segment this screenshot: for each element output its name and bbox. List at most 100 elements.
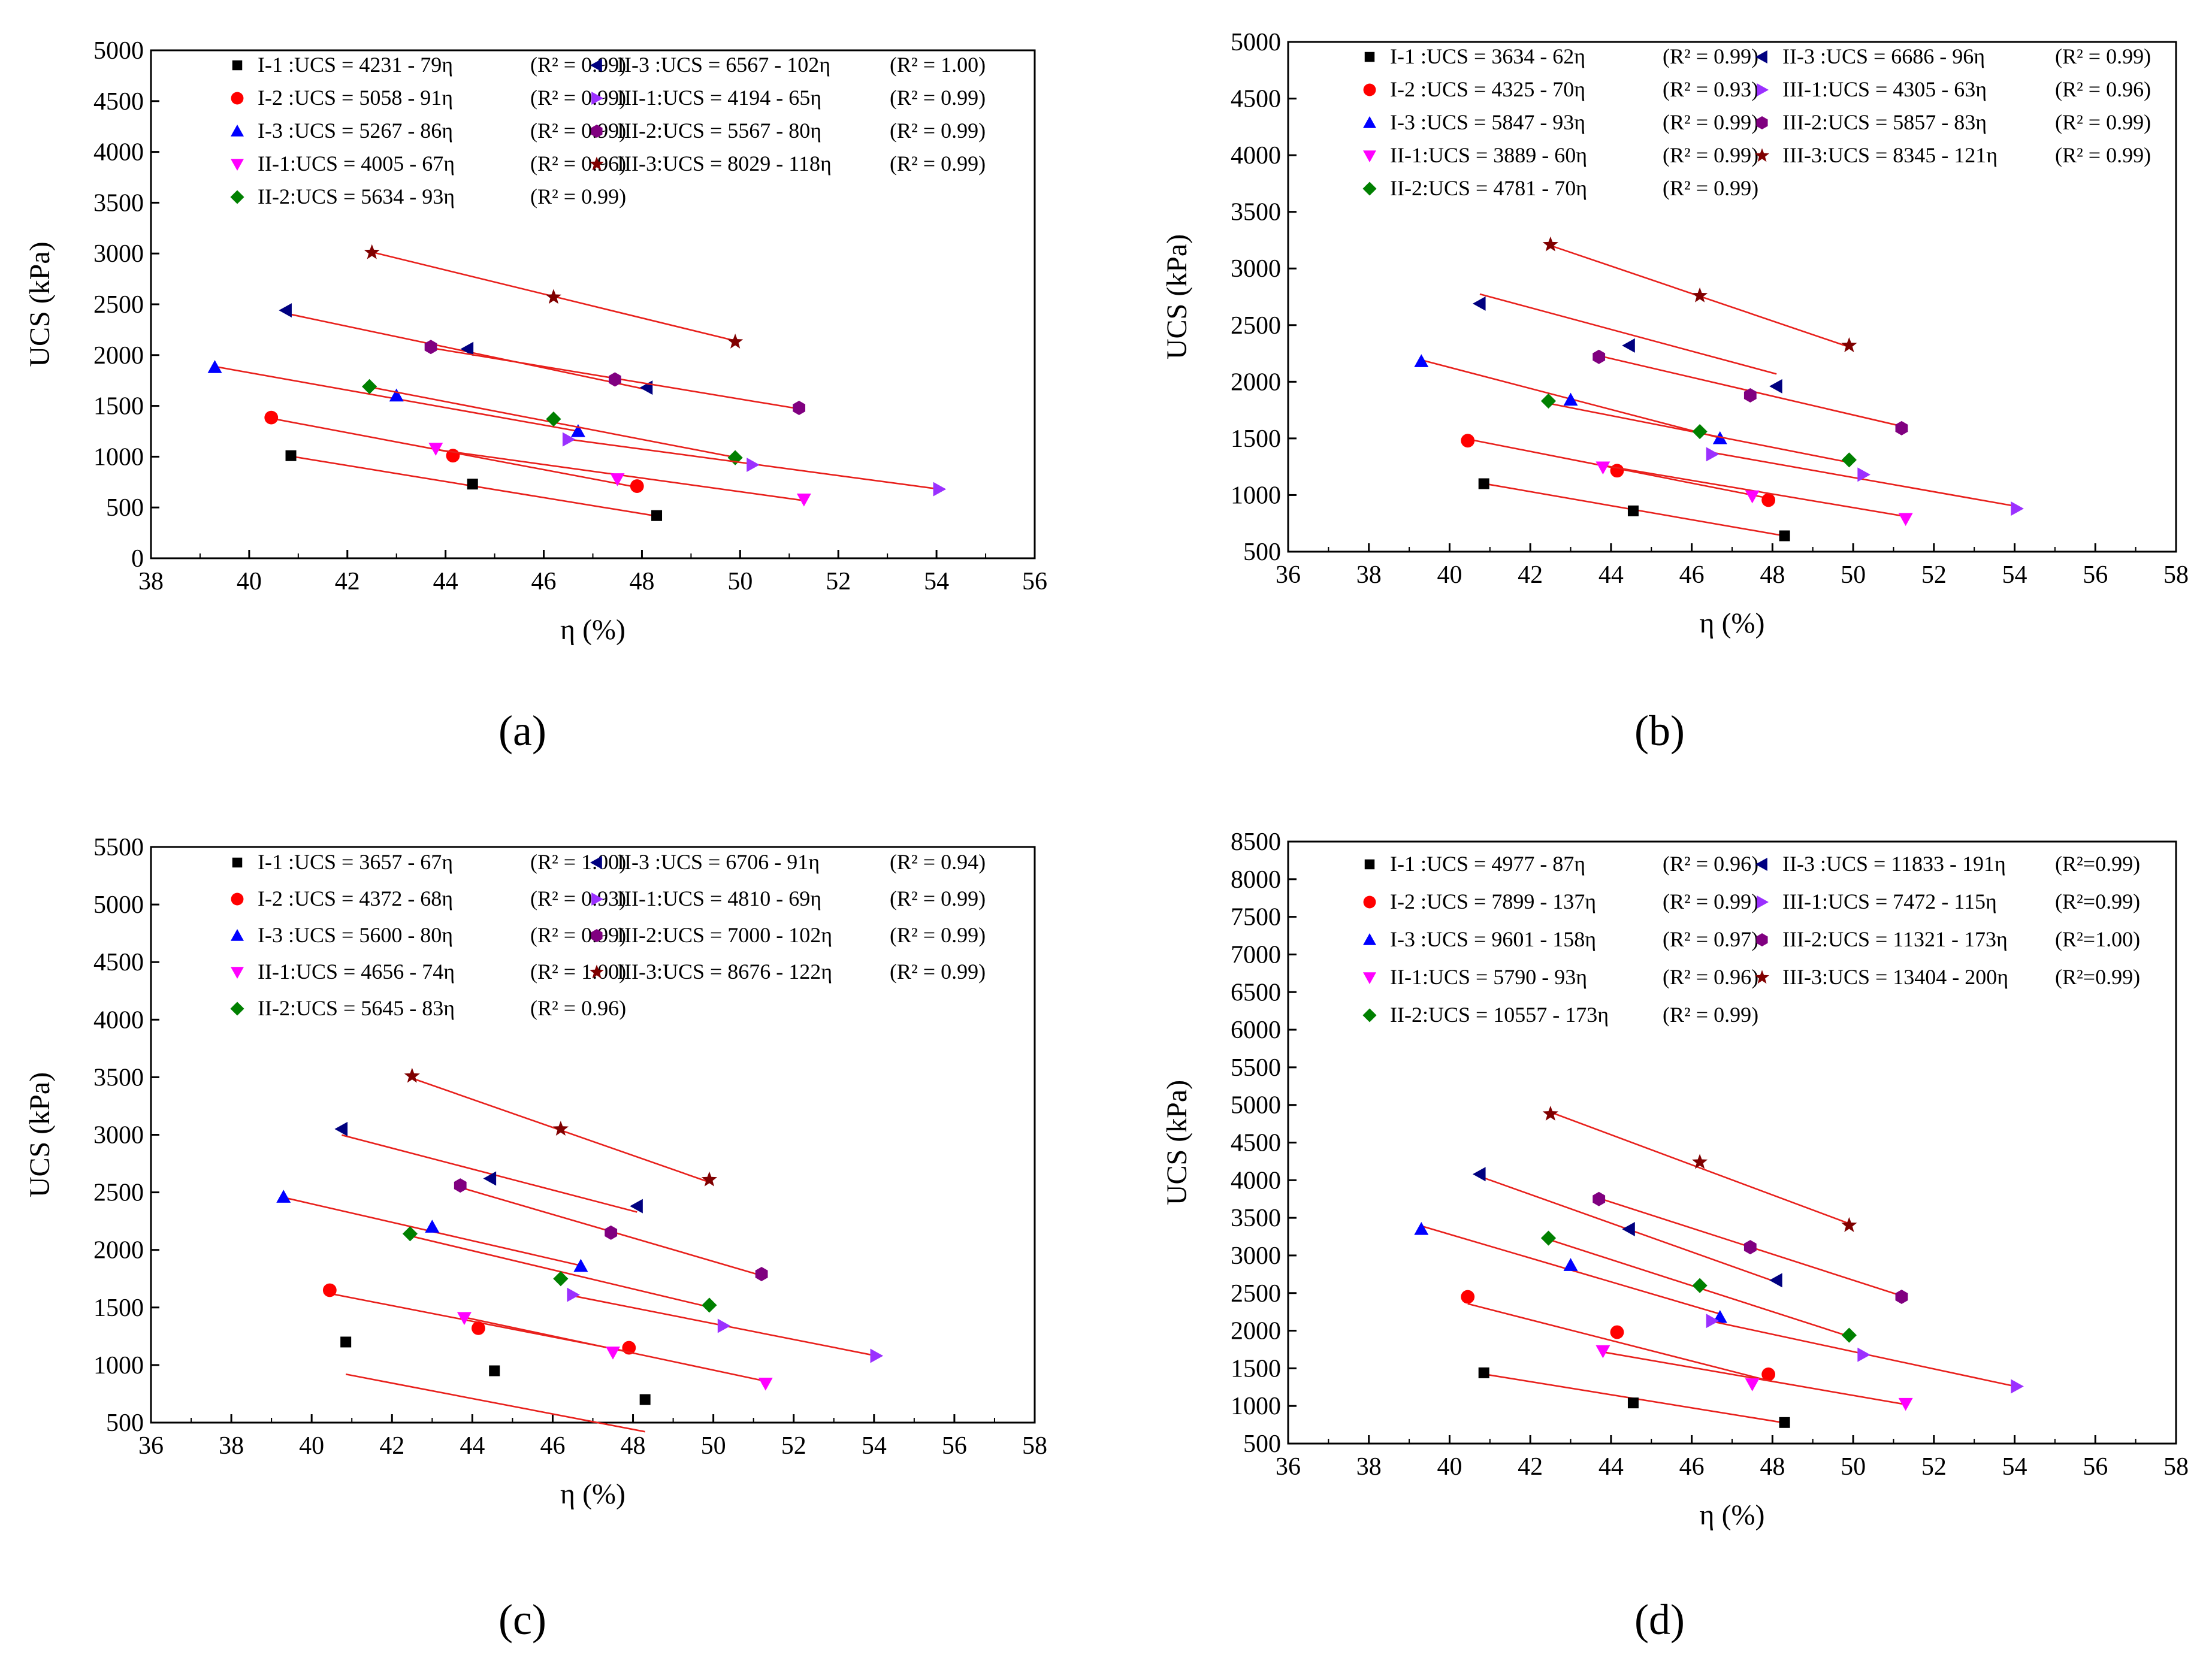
legend-marker-ii-3 <box>590 59 602 72</box>
legend-equation: II-3 :UCS = 11833 - 191η <box>1782 852 2006 876</box>
legend-r-squared: (R² = 0.99) <box>2055 110 2151 134</box>
data-point-i-1 <box>1627 1397 1639 1409</box>
data-point-iii-1 <box>717 1318 731 1333</box>
legend-marker-iii-1 <box>591 892 603 906</box>
x-tick-label: 46 <box>1679 561 1705 589</box>
x-axis-title: η (%) <box>560 1478 625 1510</box>
x-tick-label: 42 <box>335 568 360 595</box>
y-tick-label: 5000 <box>1231 29 1281 56</box>
data-point-iii-3 <box>404 1067 420 1083</box>
y-tick-label: 4000 <box>93 1006 144 1034</box>
legend-equation: I-2 :UCS = 7899 - 137η <box>1390 890 1596 913</box>
legend-equation: I-1 :UCS = 3657 - 67η <box>258 850 453 874</box>
data-point-i-2 <box>630 479 644 493</box>
legend-r-squared: (R² = 0.99) <box>890 119 986 143</box>
legend-r-squared: (R² = 0.99) <box>890 960 986 984</box>
y-tick-label: 2500 <box>1231 1280 1281 1308</box>
legend-r-squared: (R² = 1.00) <box>530 960 626 984</box>
legend-marker-iii-2 <box>1756 116 1768 129</box>
legend-marker-i-3 <box>1363 933 1376 945</box>
y-axis-title: UCS (kPa) <box>24 241 56 367</box>
data-point-ii-3 <box>334 1121 348 1136</box>
y-tick-label: 1500 <box>93 1294 144 1322</box>
legend-marker-i-3 <box>231 125 244 137</box>
y-tick-label: 2000 <box>93 1237 144 1264</box>
legend-equation: II-2:UCS = 5634 - 93η <box>258 184 455 208</box>
y-tick-label: 2000 <box>1231 368 1281 396</box>
x-tick-label: 50 <box>701 1432 726 1460</box>
y-tick-label: 3000 <box>93 240 144 268</box>
legend-r-squared: (R² = 0.96) <box>1663 965 1758 989</box>
legend-equation: III-2:UCS = 5567 - 80η <box>617 119 821 143</box>
y-axis-title: UCS (kPa) <box>1161 234 1193 359</box>
chart-panel-a: 38 40 42 44 46 48 50 52 54 56 0 500 1000 1500 2000 2500… <box>24 37 1047 755</box>
y-tick-label: 4000 <box>1231 1167 1281 1194</box>
legend-r-squared: (R² = 0.96) <box>2055 77 2151 101</box>
legend-r-squared: (R² = 0.99) <box>530 53 626 77</box>
y-tick-label: 2500 <box>93 1179 144 1207</box>
legend-marker-i-1 <box>232 857 243 868</box>
x-tick-label: 42 <box>1518 561 1543 589</box>
panel-label: (b) <box>1634 707 1685 755</box>
legend-r-squared: (R² = 1.00) <box>530 850 626 874</box>
y-tick-label: 6000 <box>1231 1016 1281 1044</box>
y-tick-label: 500 <box>1243 1430 1281 1458</box>
legend-equation: III-1:UCS = 7472 - 115η <box>1782 890 1997 913</box>
fit-line-ii-1 <box>1603 1351 1906 1406</box>
data-point-i-3 <box>1563 392 1578 406</box>
legend-r-squared: (R² = 0.99) <box>530 119 626 143</box>
x-tick-label: 46 <box>531 568 557 595</box>
legend-r-squared: (R² = 1.00) <box>890 53 986 77</box>
data-point-iii-3 <box>1691 1154 1708 1169</box>
data-point-iii-3 <box>701 1171 718 1187</box>
x-tick-label: 54 <box>2002 1453 2027 1481</box>
legend-marker-ii-2 <box>230 190 244 204</box>
legend-r-squared: (R² = 0.99) <box>1663 1003 1758 1027</box>
data-point-iii-3 <box>727 333 744 349</box>
legend-marker-i-1 <box>1364 859 1375 870</box>
legend-r-squared: (R² = 0.99) <box>890 887 986 910</box>
data-point-iii-3 <box>364 244 380 259</box>
x-tick-label: 38 <box>219 1432 244 1460</box>
legend-r-squared: (R² = 0.99) <box>1663 44 1758 68</box>
legend-equation: III-2:UCS = 5857 - 83η <box>1782 110 1987 134</box>
legend-r-squared: (R² = 0.99) <box>890 152 986 176</box>
data-point-iii-3 <box>1542 1105 1558 1121</box>
data-point-ii-2 <box>727 450 743 465</box>
data-point-iii-3 <box>545 289 562 304</box>
y-tick-label: 5000 <box>1231 1092 1281 1120</box>
fit-line-ii-2 <box>410 1235 710 1308</box>
legend-marker-ii-2 <box>1362 181 1377 196</box>
legend-equation: I-1 :UCS = 4977 - 87η <box>1390 852 1585 876</box>
legend-marker-iii-2 <box>591 929 603 942</box>
y-tick-label: 1500 <box>1231 425 1281 453</box>
data-point-i-2 <box>472 1321 485 1335</box>
data-point-i-1 <box>651 510 663 521</box>
legend-equation: I-3 :UCS = 5847 - 93η <box>1390 110 1585 134</box>
data-point-ii-3 <box>1472 296 1486 311</box>
data-point-iii-2 <box>424 340 437 355</box>
chart-panel-c: 36 38 40 42 44 46 48 50 52 54 56 58 500 1000 1500 2000 2… <box>24 834 1047 1644</box>
y-tick-label: 8500 <box>1231 828 1281 856</box>
legend-marker-i-2 <box>231 892 244 906</box>
x-axis-title: η (%) <box>560 614 625 646</box>
legend-marker-i-3 <box>231 929 244 941</box>
data-point-ii-2 <box>1540 393 1557 409</box>
legend-r-squared: (R² = 0.99) <box>1663 143 1758 167</box>
x-tick-label: 52 <box>781 1432 806 1460</box>
legend-r-squared: (R² = 0.93) <box>530 887 626 910</box>
legend-marker-ii-3 <box>1755 858 1767 871</box>
x-tick-label: 44 <box>460 1432 485 1460</box>
data-point-i-1 <box>1478 1367 1489 1378</box>
data-point-ii-2 <box>546 412 561 427</box>
data-point-i-3 <box>207 360 222 373</box>
data-point-i-1 <box>340 1336 352 1348</box>
data-point-i-2 <box>1761 1367 1776 1381</box>
data-point-iii-2 <box>1592 1191 1606 1206</box>
data-point-ii-1 <box>758 1378 773 1391</box>
data-point-ii-2 <box>1692 1278 1708 1293</box>
legend-marker-i-3 <box>1363 116 1376 128</box>
data-point-iii-2 <box>755 1267 768 1282</box>
y-tick-label: 2500 <box>93 291 144 319</box>
